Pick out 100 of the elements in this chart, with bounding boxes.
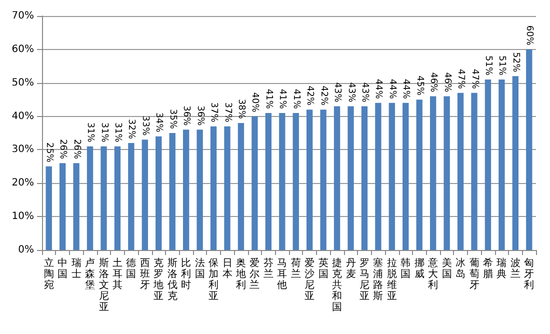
x-tick-label: 土耳其 — [112, 257, 122, 291]
data-label: 25% — [44, 142, 54, 163]
x-tick-label: 芬兰 — [263, 257, 274, 280]
x-tick-label: 斯洛文尼亚 — [98, 257, 109, 313]
data-label: 34% — [154, 112, 164, 133]
bar — [471, 92, 478, 250]
data-label: 40% — [250, 92, 260, 113]
bar — [334, 106, 340, 250]
bar — [444, 96, 450, 250]
x-tick-label: 中国 — [58, 257, 68, 280]
data-label: 51% — [496, 56, 507, 76]
data-label: 41% — [290, 88, 301, 110]
y-tick-label: 60% — [12, 44, 34, 55]
x-tick-label: 比利时 — [181, 257, 192, 291]
data-label: 43% — [359, 82, 370, 103]
bar — [279, 112, 286, 250]
bar — [142, 140, 148, 250]
bar — [182, 130, 190, 250]
x-tick-label: 美国 — [442, 257, 452, 280]
x-tick-label: 匈牙利 — [524, 257, 534, 291]
bar — [224, 126, 230, 250]
x-tick-label: 奥地利 — [234, 257, 246, 291]
data-label: 26% — [58, 139, 68, 160]
x-tick-label: 立陶宛 — [44, 257, 54, 291]
bar — [73, 163, 80, 250]
bar — [526, 49, 532, 250]
bar — [210, 126, 217, 250]
data-label: 33% — [140, 116, 150, 136]
y-tick-label: 30% — [12, 144, 34, 156]
bar — [156, 136, 162, 250]
y-tick-label: 0% — [18, 244, 34, 256]
x-tick-label: 葡萄牙 — [469, 257, 480, 291]
bar — [457, 92, 464, 250]
x-tick-label: 冰岛 — [456, 257, 466, 280]
bar — [306, 110, 313, 250]
x-tick-label: 爱沙尼亚 — [304, 257, 315, 302]
bar — [430, 96, 436, 250]
bar — [114, 146, 121, 250]
data-label: 41% — [277, 88, 288, 110]
data-label: 44% — [373, 78, 384, 100]
y-tick-label: 20% — [12, 178, 34, 189]
data-label: 46% — [428, 72, 438, 93]
bar — [59, 163, 66, 250]
data-label: 35% — [167, 108, 178, 130]
data-label: 36% — [194, 106, 205, 126]
bar — [512, 76, 519, 250]
x-tick-label: 丹麦 — [346, 258, 356, 280]
bar — [498, 80, 505, 250]
data-label: 38% — [236, 98, 246, 120]
data-label: 46% — [442, 72, 452, 93]
data-label: 44% — [386, 78, 397, 100]
x-tick-label: 拉脱维亚 — [386, 257, 397, 302]
data-label: 43% — [332, 82, 342, 103]
data-label: 60% — [524, 25, 534, 46]
bar — [252, 116, 258, 250]
bar — [238, 122, 244, 250]
x-tick-label: 克罗地亚 — [152, 257, 164, 302]
data-label: 31% — [85, 122, 96, 143]
data-label: 43% — [346, 82, 356, 103]
x-tick-label: 瑞士 — [71, 257, 82, 280]
data-label: 31% — [112, 122, 122, 143]
x-tick-label: 爱尔兰 — [250, 257, 260, 291]
data-label: 52% — [510, 52, 520, 73]
bar — [361, 106, 368, 250]
bar — [375, 102, 382, 250]
x-tick-label: 卢森堡 — [85, 257, 96, 291]
data-label: 45% — [414, 76, 424, 96]
bar — [388, 102, 396, 250]
y-tick-label: 70% — [12, 10, 34, 22]
x-tick-label: 马耳他 — [277, 258, 288, 291]
bar — [292, 112, 299, 250]
bar — [265, 112, 272, 250]
x-tick-label: 挪威 — [414, 257, 424, 280]
bar — [196, 130, 203, 250]
bar — [402, 102, 409, 250]
x-tick-label: 德国 — [126, 258, 136, 280]
data-label: 42% — [318, 86, 328, 106]
bar — [169, 133, 176, 250]
x-tick-label: 斯洛伐克 — [167, 257, 178, 302]
x-tick-label: 英国 — [318, 257, 328, 280]
data-label: 26% — [71, 139, 82, 160]
x-tick-label: 希腊 — [482, 257, 493, 280]
x-tick-label: 日本 — [222, 258, 232, 280]
x-tick-label: 韩国 — [400, 257, 411, 280]
bar — [320, 110, 326, 250]
data-label: 44% — [400, 78, 411, 100]
bar — [128, 143, 134, 250]
bar — [100, 146, 107, 250]
data-label: 42% — [304, 86, 315, 106]
x-tick-label: 法国 — [194, 257, 205, 280]
x-tick-label: 波兰 — [510, 257, 520, 280]
data-label: 36% — [181, 106, 192, 126]
y-tick-label: 40% — [12, 110, 34, 122]
x-tick-label: 罗马尼亚 — [359, 258, 370, 302]
data-label: 51% — [482, 56, 493, 76]
x-tick-label: 荷兰 — [290, 257, 301, 280]
y-tick-label: 50% — [12, 77, 34, 88]
x-tick-label: 西班牙 — [140, 258, 150, 291]
data-label: 31% — [98, 122, 109, 143]
bar — [86, 146, 94, 250]
